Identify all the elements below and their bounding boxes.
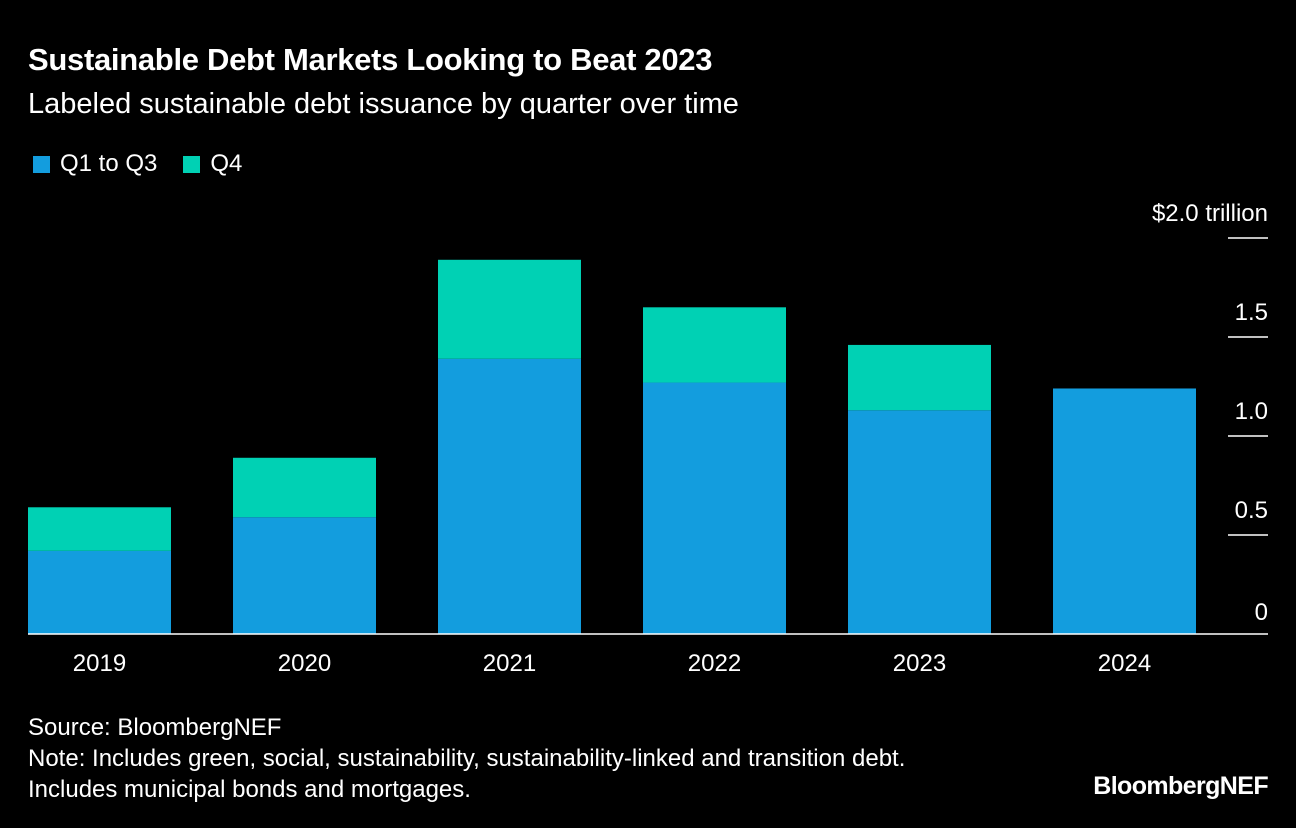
x-tick-label-2021: 2021 (483, 650, 536, 677)
y-tick-label-4: $2.0 trillion (1152, 200, 1268, 227)
y-tick-label-0: 0 (1255, 599, 1268, 626)
legend-swatch-q1-q3 (33, 155, 50, 173)
source-note: Source: BloombergNEF (28, 714, 282, 741)
bar-2023-q4 (848, 344, 991, 411)
footnote-line-2: Includes municipal bonds and mortgages. (28, 776, 471, 803)
y-tick-label-2: 1.0 (1235, 398, 1268, 425)
y-tick-label-1: 0.5 (1235, 497, 1268, 524)
bar-2021-q4 (438, 259, 581, 359)
legend-item-q1-q3: Q1 to Q3 (33, 150, 157, 178)
bar-2021-q1-q3 (438, 358, 581, 634)
x-tick-label-2020: 2020 (278, 650, 331, 677)
bar-2020-q1-q3 (233, 517, 376, 634)
legend-item-q4: Q4 (183, 150, 242, 178)
legend-label-q4: Q4 (210, 150, 243, 177)
chart-title: Sustainable Debt Markets Looking to Beat… (28, 42, 713, 77)
chart-subtitle: Labeled sustainable debt issuance by qua… (28, 88, 739, 120)
bar-2023-q1-q3 (848, 410, 991, 634)
x-tick-label-2024: 2024 (1098, 650, 1151, 677)
chart-footer: Source: BloombergNEF Note: Includes gree… (28, 712, 905, 805)
x-tick-label-2023: 2023 (893, 650, 946, 677)
brand-logo: BloombergNEF (1093, 772, 1268, 800)
bar-2019-q1-q3 (28, 550, 171, 634)
bar-2024-q1-q3 (1053, 388, 1196, 634)
bar-2022-q1-q3 (643, 382, 786, 634)
footnote-line-1: Note: Includes green, social, sustainabi… (28, 745, 906, 772)
legend-swatch-q4 (183, 155, 201, 173)
bar-2020-q4 (233, 457, 376, 518)
x-tick-label-2019: 2019 (73, 650, 126, 677)
x-tick-label-2022: 2022 (688, 650, 741, 677)
legend-label-q1-q3: Q1 to Q3 (60, 150, 158, 177)
bar-2022-q4 (643, 307, 786, 383)
legend: Q1 to Q3 Q4 (33, 150, 268, 178)
bar-2019-q4 (28, 507, 171, 551)
y-tick-label-3: 1.5 (1235, 299, 1268, 326)
